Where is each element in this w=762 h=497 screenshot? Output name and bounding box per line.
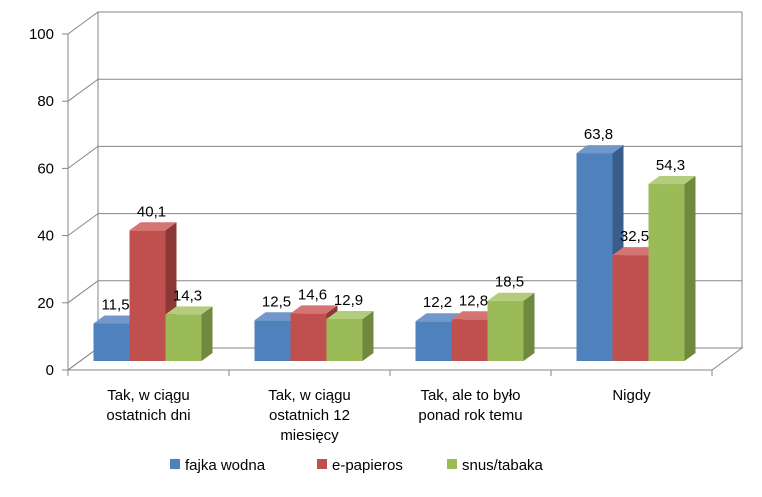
data-label: 18,5 (495, 274, 524, 291)
legend: fajka wodna e-papieros snus/tabaka (170, 457, 544, 474)
legend-swatch (170, 459, 180, 469)
data-label: 40,1 (137, 203, 166, 220)
data-label: 12,2 (423, 294, 452, 311)
data-label: 12,5 (262, 293, 291, 310)
bar-front (254, 320, 291, 361)
category-label: Tak, w ciągu ostatnich dni (106, 387, 190, 424)
bar (165, 306, 213, 361)
bar-front (326, 318, 363, 361)
legend-label: fajka wodna (185, 457, 266, 474)
category-label-line: Nigdy (612, 387, 651, 404)
bar-front (129, 230, 166, 361)
bar (648, 176, 696, 361)
gridline (67, 78, 742, 102)
data-label: 12,9 (334, 292, 363, 309)
gridline (67, 213, 742, 237)
axes (62, 33, 713, 376)
category-label-line: Tak, w ciągu (107, 387, 190, 404)
y-tick-label: 20 (37, 295, 54, 312)
bar-top (415, 313, 463, 322)
bar (487, 292, 535, 361)
data-label: 14,6 (298, 286, 327, 303)
bar-side (201, 306, 213, 361)
y-tick-label: 40 (37, 228, 54, 245)
bar-front (165, 314, 202, 361)
y-tick-label: 60 (37, 160, 54, 177)
bar-top (487, 292, 535, 301)
bar-top (326, 310, 374, 319)
bar-front (93, 323, 130, 361)
category-labels: Tak, w ciągu ostatnich dni Tak, w ciągu ost… (106, 387, 651, 444)
bar-side (362, 310, 374, 361)
legend-swatch (447, 459, 457, 469)
category-label: Tak, ale to było ponad rok temu (418, 387, 522, 424)
y-tick-label: 80 (37, 93, 54, 110)
legend-entry: fajka wodna (170, 457, 266, 474)
bar-front (576, 153, 613, 361)
data-label: 63,8 (584, 126, 613, 143)
bars (93, 145, 696, 361)
bar-top (165, 306, 213, 315)
category-label: Tak, w ciągu ostatnich 12 miesięcy (268, 387, 351, 444)
data-label: 54,3 (656, 157, 685, 174)
bar-front (612, 255, 649, 361)
bar-side (523, 292, 535, 361)
legend-entry: e-papieros (317, 457, 403, 474)
category-label-line: miesięcy (280, 427, 339, 444)
category-label-line: ostatnich dni (106, 407, 190, 424)
y-tick-label: 0 (46, 362, 54, 379)
gridline (67, 280, 742, 304)
data-labels: 11,5 40,1 14,3 12,5 14,6 12,9 12,2 12,8 18,5 63,8… (101, 126, 685, 313)
category-label-line: Tak, w ciągu (268, 387, 351, 404)
gridline (67, 11, 742, 35)
bar (326, 310, 374, 361)
bar-front (451, 319, 488, 361)
bar-top (93, 315, 141, 324)
legend-entry: snus/tabaka (447, 457, 544, 474)
bar-front (415, 321, 452, 361)
bar-top (576, 145, 624, 154)
bar-top (254, 312, 302, 321)
legend-swatch (317, 459, 327, 469)
bar-top (648, 176, 696, 185)
bar-top (129, 222, 177, 231)
legend-label: snus/tabaka (462, 457, 544, 474)
bar (129, 222, 177, 361)
bar-top (451, 311, 499, 320)
data-label: 12,8 (459, 292, 488, 309)
y-tick-labels: 0 20 40 60 80 100 (29, 26, 54, 379)
data-label: 32,5 (620, 228, 649, 245)
bar-front (648, 184, 685, 361)
bar-top (612, 247, 660, 256)
bar-top (290, 305, 338, 314)
y-tick-label: 100 (29, 26, 54, 43)
bar-side (684, 176, 696, 361)
category-label-line: ostatnich 12 (269, 407, 350, 424)
category-label-line: Tak, ale to było (420, 387, 520, 404)
category-label-line: ponad rok temu (418, 407, 522, 424)
category-label: Nigdy (612, 387, 651, 404)
gridline (67, 145, 742, 169)
bar-front (290, 313, 327, 361)
legend-label: e-papieros (332, 457, 403, 474)
data-label: 11,5 (101, 297, 129, 314)
bar-front (487, 300, 524, 361)
data-label: 14,3 (173, 287, 202, 304)
